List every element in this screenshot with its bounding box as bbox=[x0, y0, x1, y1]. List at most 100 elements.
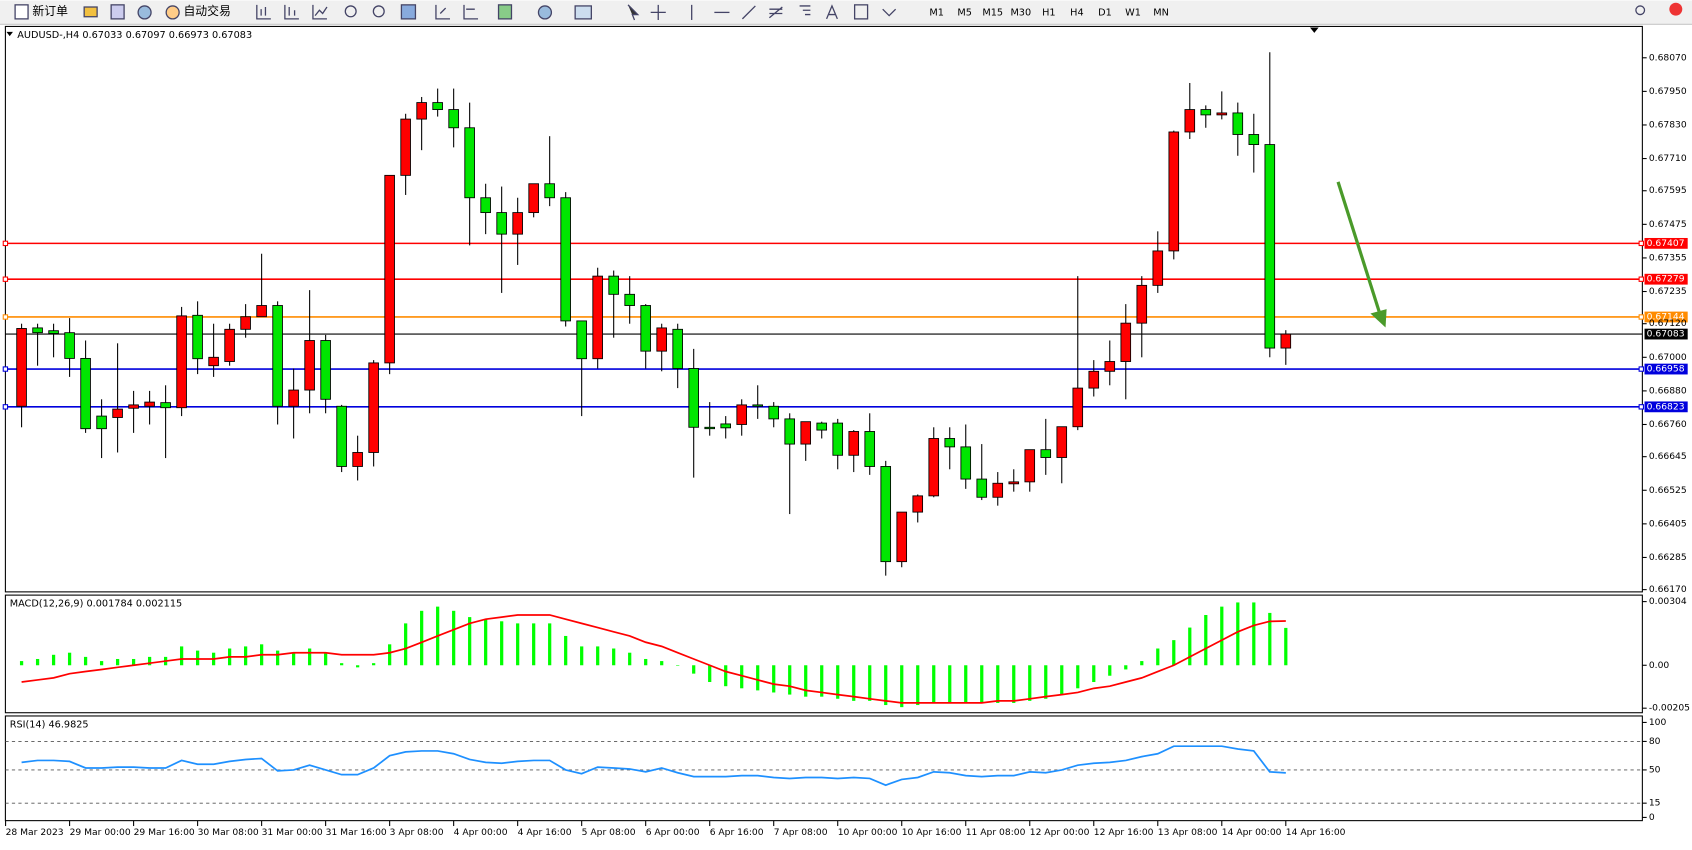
macd-bar bbox=[356, 665, 360, 668]
icon[interactable] bbox=[799, 5, 811, 16]
macd-bar bbox=[1108, 665, 1112, 676]
macd-bar bbox=[868, 665, 872, 701]
level-handle bbox=[1638, 240, 1644, 247]
macd-bar bbox=[804, 665, 808, 697]
y-tick-label: 100 bbox=[1649, 717, 1667, 728]
candle-body bbox=[1088, 370, 1100, 389]
icon[interactable] bbox=[574, 5, 592, 20]
icon[interactable] bbox=[537, 5, 553, 20]
candle-body bbox=[1232, 112, 1244, 135]
icon[interactable] bbox=[110, 4, 125, 20]
candle-body bbox=[720, 423, 731, 429]
timeframe-button[interactable]: H1 bbox=[1042, 7, 1055, 18]
timeframe-bar: M1 M5 M15 M30 H1 H4 D1 W1 MN bbox=[929, 7, 1169, 18]
icon[interactable] bbox=[463, 4, 479, 20]
macd-bar bbox=[1172, 640, 1176, 666]
toolbar bbox=[0, 0, 1692, 25]
y-tick-label: 0.67595 bbox=[1649, 185, 1687, 196]
candle-body bbox=[48, 330, 59, 334]
candle-body bbox=[592, 275, 603, 360]
macd-bar bbox=[612, 648, 616, 666]
icon[interactable] bbox=[882, 8, 897, 17]
icon[interactable] bbox=[435, 4, 450, 20]
candle-body bbox=[864, 431, 876, 467]
x-tick-label: 13 Apr 08:00 bbox=[1158, 827, 1218, 838]
macd-bar bbox=[852, 665, 856, 701]
x-tick-label: 4 Apr 00:00 bbox=[454, 827, 508, 838]
candle-body bbox=[576, 320, 587, 360]
candle-body bbox=[608, 275, 619, 295]
icon[interactable] bbox=[284, 4, 299, 20]
candle-body bbox=[320, 340, 331, 400]
macd-bar bbox=[276, 650, 280, 666]
x-tick-label: 12 Apr 16:00 bbox=[1094, 827, 1154, 838]
icon[interactable] bbox=[650, 4, 666, 20]
candle-body bbox=[384, 174, 395, 364]
y-tick-label: 0.66760 bbox=[1649, 419, 1687, 430]
icon[interactable] bbox=[627, 4, 640, 21]
candle-body bbox=[160, 402, 171, 409]
timeframe-button[interactable]: M5 bbox=[957, 7, 972, 18]
icon[interactable] bbox=[497, 4, 513, 20]
candle-body bbox=[336, 405, 347, 467]
timeframe-button[interactable]: M30 bbox=[1010, 7, 1031, 18]
macd-bar bbox=[388, 644, 392, 666]
candle-body bbox=[736, 404, 747, 425]
price-label: 0.67279 bbox=[1647, 274, 1685, 285]
macd-bar bbox=[19, 661, 24, 666]
candle-body bbox=[512, 212, 523, 235]
icon[interactable] bbox=[312, 4, 328, 20]
timeframe-button[interactable]: M1 bbox=[929, 7, 944, 18]
icon[interactable] bbox=[14, 4, 29, 20]
candle-body bbox=[448, 109, 459, 129]
level-handle bbox=[2, 240, 9, 247]
timeframe-button[interactable]: W1 bbox=[1125, 7, 1141, 18]
icon[interactable] bbox=[825, 4, 838, 20]
y-tick-label: 0.66645 bbox=[1649, 451, 1687, 462]
icon[interactable] bbox=[256, 4, 271, 20]
icon[interactable] bbox=[165, 5, 180, 20]
price-label: 0.67083 bbox=[1647, 329, 1685, 340]
x-tick-label: 6 Apr 00:00 bbox=[646, 827, 700, 838]
icon[interactable] bbox=[853, 4, 869, 20]
icon[interactable] bbox=[741, 5, 756, 20]
icon[interactable] bbox=[372, 5, 385, 18]
icon[interactable] bbox=[400, 4, 417, 20]
timeframe-button[interactable]: H4 bbox=[1070, 7, 1083, 18]
low-value: 0.66973 bbox=[169, 30, 209, 41]
candle-body bbox=[528, 183, 539, 214]
icon[interactable] bbox=[1635, 5, 1646, 16]
macd-bar bbox=[83, 656, 88, 666]
x-tick-label: 28 Mar 2023 bbox=[6, 827, 64, 838]
y-tick-label: 0.67000 bbox=[1649, 352, 1687, 363]
candle-body bbox=[912, 495, 924, 513]
icon[interactable] bbox=[137, 5, 152, 20]
y-tick-label: 50 bbox=[1649, 764, 1661, 775]
timeframe-button[interactable]: D1 bbox=[1098, 7, 1112, 18]
timeframe-button[interactable]: M15 bbox=[982, 7, 1003, 18]
candle-body bbox=[944, 438, 956, 448]
icon[interactable] bbox=[83, 6, 98, 18]
icon[interactable] bbox=[768, 6, 783, 19]
candle-body bbox=[112, 408, 123, 418]
macd-bar bbox=[1124, 665, 1128, 670]
candle-body bbox=[640, 305, 651, 352]
candle-body bbox=[1104, 361, 1116, 372]
macd-bar bbox=[1012, 665, 1016, 703]
macd-bar bbox=[131, 658, 136, 666]
macd-bar bbox=[115, 658, 120, 666]
candle-body bbox=[192, 314, 203, 360]
toolbar-button[interactable]: 新订单 bbox=[32, 4, 68, 18]
price-label: 0.67144 bbox=[1647, 311, 1685, 322]
notification-badge[interactable] bbox=[1669, 2, 1683, 16]
toolbar-button[interactable]: 自动交易 bbox=[183, 4, 230, 18]
price-label-box bbox=[1644, 311, 1688, 323]
timeframe-button[interactable]: MN bbox=[1153, 7, 1169, 18]
candle-body bbox=[896, 511, 908, 563]
candle-body bbox=[368, 362, 379, 453]
x-tick-label: 29 Mar 16:00 bbox=[134, 827, 195, 838]
x-tick-label: 11 Apr 08:00 bbox=[966, 827, 1026, 838]
icon[interactable] bbox=[344, 5, 357, 18]
x-tick-label: 14 Apr 00:00 bbox=[1222, 827, 1282, 838]
macd-bar bbox=[340, 663, 344, 666]
